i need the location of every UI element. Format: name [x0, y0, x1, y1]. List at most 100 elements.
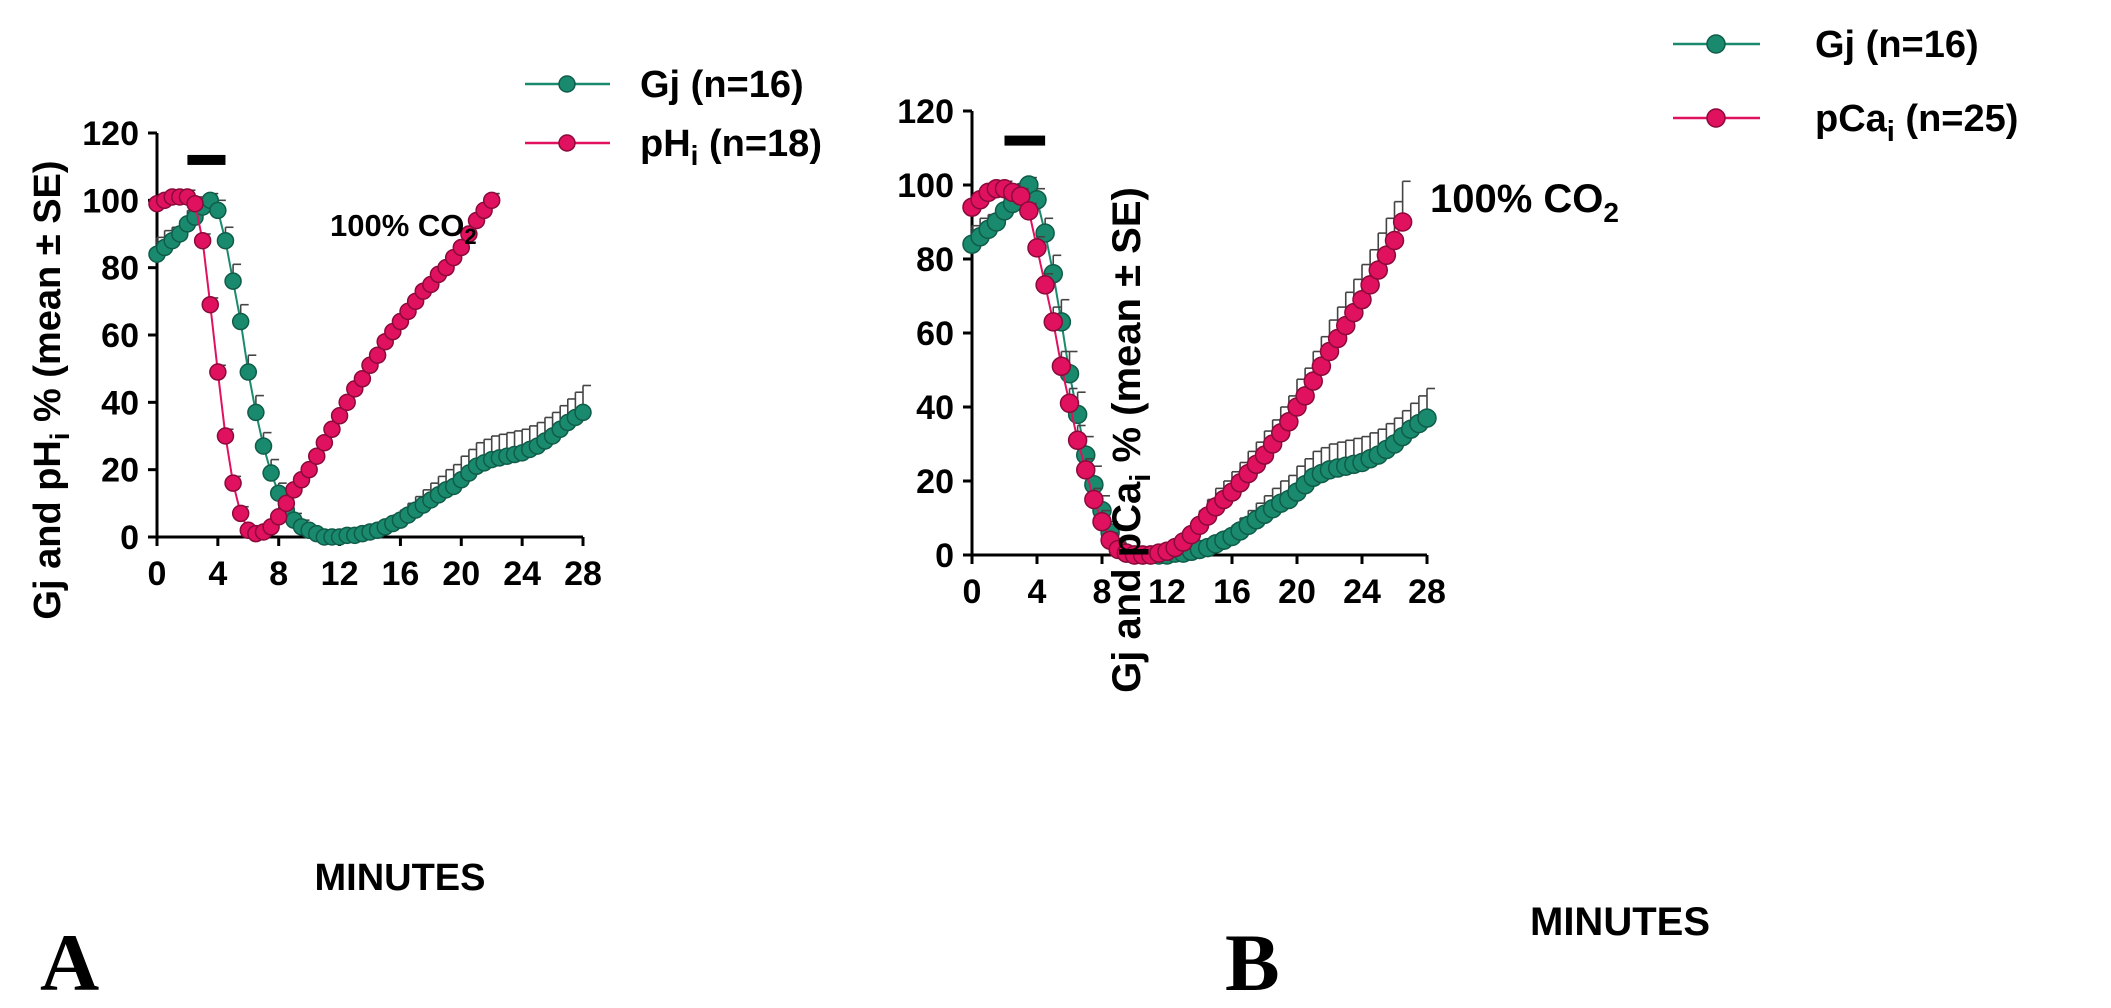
data-point	[308, 447, 326, 465]
data-point	[1092, 511, 1112, 532]
panel-b-ylabel: Gj and pCai % (mean ± SE)	[1105, 187, 1157, 693]
legend-phi-marker	[558, 134, 576, 152]
y-tick-label: 80	[101, 250, 139, 288]
y-tick-label: 120	[897, 93, 954, 131]
data-point	[254, 437, 273, 455]
data-point	[1360, 275, 1380, 295]
data-point	[1011, 186, 1031, 206]
data-point	[1279, 412, 1299, 432]
co2-application-bar	[187, 154, 226, 165]
data-point	[452, 238, 471, 257]
x-tick-label: 20	[1278, 573, 1316, 611]
data-point	[1384, 230, 1405, 251]
data-point	[231, 504, 250, 523]
data-point	[323, 420, 341, 439]
panel-b-letter: B	[1225, 917, 1280, 1008]
x-tick-label: 28	[564, 555, 602, 593]
data-point	[460, 225, 478, 243]
data-point	[224, 474, 242, 492]
legend-gj-label: Gj (n=16)	[1815, 24, 1979, 66]
panel-a-co2-label: 100% CO2	[330, 208, 477, 249]
panel-a-plot: 0 20 40 60 80 100 120 0 4 8 12 16 20 24 28	[82, 115, 602, 593]
data-point	[1051, 356, 1072, 377]
panel-b-xlabel: MINUTES	[1530, 900, 1710, 944]
x-tick-label: 8	[1093, 573, 1112, 611]
data-point	[1376, 245, 1397, 266]
panel-b-legend-pcai: pCai (n=25)	[1673, 98, 2018, 148]
data-point	[231, 312, 250, 331]
series-gj	[148, 191, 592, 546]
data-point	[1067, 430, 1088, 451]
data-point	[1352, 289, 1372, 310]
data-point	[1311, 356, 1332, 377]
y-tick-label: 20	[101, 452, 139, 490]
data-point	[368, 346, 387, 364]
x-tick-label: 12	[321, 555, 359, 593]
panel-a-ylabel: Gj and pHi % (mean ± SE)	[27, 160, 75, 619]
panel-a-background	[0, 0, 1040, 1008]
y-tick-label: 100	[897, 167, 954, 205]
x-tick-label: 12	[1148, 573, 1186, 611]
data-point	[330, 407, 349, 425]
panel-a: 0 20 40 60 80 100 120 0 4 8 12 16 20 24 28 Gj and pHi …	[0, 0, 1040, 1008]
y-tick-label: 40	[101, 384, 139, 422]
data-point	[277, 494, 296, 513]
data-point	[269, 508, 288, 526]
data-point	[1019, 201, 1039, 221]
legend-pcai-marker	[1706, 108, 1726, 128]
panel-b-plot: 0 20 40 60 80 100 120 0 4 8 12 16 20 24 28	[897, 93, 1446, 611]
x-tick-label: 16	[382, 555, 420, 593]
data-point	[1059, 393, 1080, 414]
data-point	[209, 363, 227, 381]
data-point	[193, 231, 212, 250]
data-point	[1027, 238, 1047, 258]
panel-a-legend-gj: Gj (n=16)	[525, 64, 804, 106]
x-tick-label: 28	[1408, 573, 1446, 611]
data-point	[262, 464, 280, 482]
series-pca	[962, 178, 1413, 565]
data-point	[1368, 260, 1388, 280]
data-point	[209, 201, 227, 220]
data-point	[224, 272, 242, 290]
data-point	[1035, 275, 1055, 295]
co2-application-bar	[1004, 135, 1046, 146]
x-tick-label: 24	[1343, 573, 1381, 611]
data-point	[239, 363, 258, 381]
y-tick-label: 0	[935, 537, 954, 575]
legend-gj-marker	[1706, 34, 1726, 54]
data-point	[1417, 408, 1437, 428]
data-point	[247, 403, 265, 422]
panel-a-legend: Gj (n=16) pHi (n=18)	[525, 64, 822, 171]
y-tick-label: 40	[916, 389, 954, 427]
x-tick-label: 20	[442, 555, 480, 593]
data-point	[1392, 212, 1413, 232]
panel-a-legend-phi: pHi (n=18)	[525, 123, 822, 171]
panel-b: 0 20 40 60 80 100 120 0 4 8 12 16 20 24 28 Gj and pCai…	[897, 0, 2111, 1008]
x-tick-label: 0	[148, 555, 167, 593]
y-tick-label: 20	[916, 463, 954, 501]
data-point	[1295, 386, 1315, 406]
legend-gj-label: Gj (n=16)	[640, 64, 804, 106]
legend-gj-marker	[558, 75, 576, 93]
data-point	[186, 194, 204, 213]
panel-a-xlabel: MINUTES	[315, 857, 486, 899]
series-ph	[148, 188, 501, 543]
data-point	[315, 433, 334, 452]
y-tick-label: 60	[101, 317, 139, 355]
panel-b-background	[1060, 0, 2111, 1008]
x-tick-label: 24	[503, 555, 541, 593]
x-tick-label: 0	[963, 573, 982, 611]
x-tick-label: 4	[208, 555, 227, 593]
panel-b-legend: Gj (n=16) pCai (n=25)	[1673, 24, 2018, 148]
data-point	[482, 191, 501, 210]
data-point	[216, 231, 235, 250]
data-point	[1084, 489, 1104, 510]
data-point	[216, 427, 235, 445]
data-point	[1076, 460, 1096, 480]
y-tick-label: 60	[916, 315, 954, 353]
data-point	[353, 370, 372, 388]
y-tick-label: 80	[916, 241, 954, 279]
y-tick-label: 120	[82, 115, 139, 153]
x-tick-label: 4	[1028, 573, 1047, 611]
